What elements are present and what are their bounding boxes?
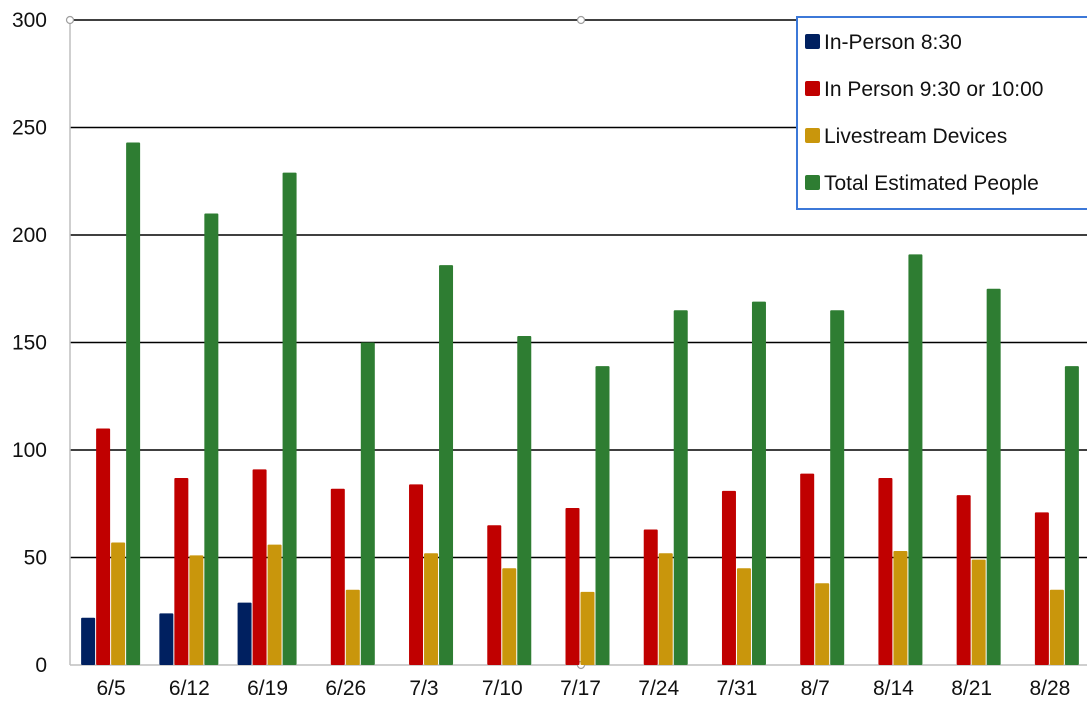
legend-swatch [805,175,820,190]
bar [658,553,673,665]
bar [267,544,282,665]
bar [81,617,96,665]
legend-label: In-Person 8:30 [824,31,962,54]
x-tick-label: 6/26 [325,677,366,700]
bar [424,553,439,665]
x-tick-label: 6/12 [169,677,210,700]
bar [815,583,830,665]
x-tick-label: 7/17 [560,677,601,700]
legend-box [796,16,1087,210]
bar [487,525,502,665]
legend: In-Person 8:30 In Person 9:30 or 10:00 Liv… [796,16,1087,210]
bar [986,288,1001,665]
bar [189,555,204,665]
bar [330,488,345,665]
bar [736,568,751,665]
y-tick-label: 150 [12,332,47,355]
bar [517,336,532,665]
bar [893,551,908,665]
bar [237,602,252,665]
y-tick-label: 300 [12,9,47,32]
bar [360,342,375,665]
legend-swatch [805,34,820,49]
x-tick-label: 8/28 [1029,677,1070,700]
legend-label: Livestream Devices [824,125,1007,148]
bar [159,613,174,665]
bar [971,559,986,665]
bar [252,469,267,665]
bar [345,589,360,665]
bar [908,254,923,665]
bar [439,265,454,665]
bar [409,484,424,665]
bar [580,591,595,665]
bars [81,142,1079,666]
bar [502,568,517,665]
legend-swatch [805,128,820,143]
y-tick-label: 250 [12,117,47,140]
resize-handle [65,15,75,25]
bar [721,490,736,665]
bar [956,495,971,665]
y-tick-label: 50 [24,547,47,570]
y-tick-label: 200 [12,224,47,247]
bar [1064,366,1079,665]
bar [878,477,893,665]
bar [174,477,189,665]
bar [595,366,610,665]
bar [673,310,688,665]
tick-labels: 0 50 100 150 200 250 300 6/5 6/12 6/19 6/26 7/3 7/10… [12,9,1070,700]
bar [830,310,845,665]
x-tick-label: 7/10 [482,677,523,700]
bar [111,542,126,665]
x-tick-label: 7/31 [717,677,758,700]
x-tick-label: 8/7 [801,677,830,700]
x-tick-label: 7/3 [409,677,438,700]
x-tick-label: 8/14 [873,677,914,700]
x-tick-label: 6/5 [97,677,126,700]
x-tick-label: 8/21 [951,677,992,700]
x-tick-label: 6/19 [247,677,288,700]
bar [751,301,766,665]
bar [1049,589,1064,665]
bar [643,529,658,665]
bar [96,428,111,665]
bar [800,473,815,665]
y-tick-label: 100 [12,439,47,462]
bar [565,508,580,665]
legend-swatch [805,81,820,96]
bar [126,142,141,666]
x-tick-label: 7/24 [638,677,679,700]
legend-label: In Person 9:30 or 10:00 [824,78,1044,101]
y-tick-label: 0 [35,654,47,677]
bar [1034,512,1049,665]
bar [282,172,297,665]
legend-label: Total Estimated People [824,172,1039,195]
resize-handle [576,15,586,25]
bar [204,213,219,665]
